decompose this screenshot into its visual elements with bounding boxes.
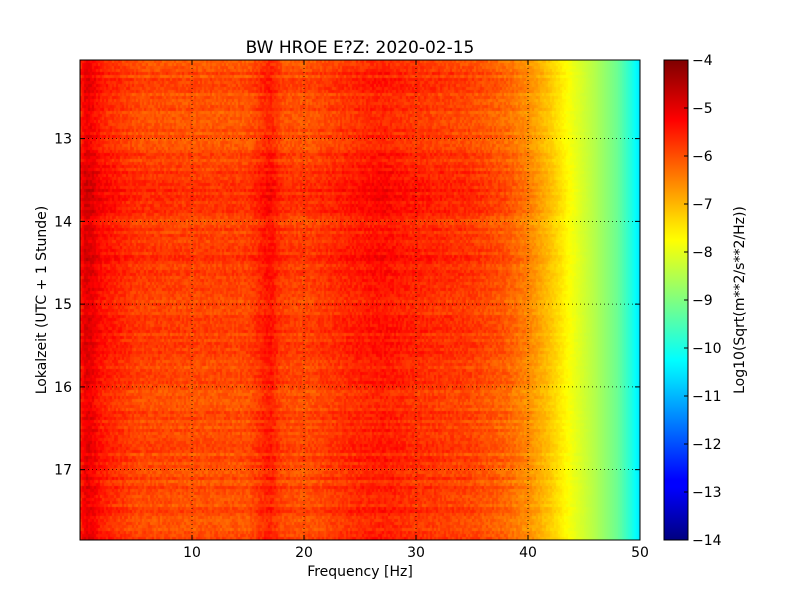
colorbar-tick-label: −6 [692, 149, 713, 165]
y-axis-label: Lokalzeit (UTC + 1 Stunde) [34, 206, 50, 395]
y-tick-label: 16 [54, 380, 72, 396]
colorbar: −4 −5 −6 −7 −8 −9 −10 −11 −12 −13 −14 Log10(Sqrt(m… [663, 53, 748, 549]
x-tick-label: 30 [407, 545, 425, 561]
x-tick-label: 50 [631, 545, 649, 561]
y-tick-label: 14 [54, 214, 72, 230]
colorbar-tick-label: −12 [692, 437, 722, 453]
colorbar-tick-label: −9 [692, 293, 713, 309]
plot-frame [79, 59, 641, 541]
x-tick-label: 40 [519, 545, 537, 561]
colorbar-tick-label: −10 [692, 341, 722, 357]
y-tick-label: 13 [54, 132, 72, 148]
spectrogram-heatmap [80, 60, 640, 540]
colorbar-tick-label: −8 [692, 245, 713, 261]
colorbar-tick-label: −13 [692, 485, 722, 501]
x-axis: 10 20 30 40 50 [183, 60, 649, 561]
x-tick-label: 10 [183, 545, 201, 561]
colorbar-tick-label: −5 [692, 101, 713, 117]
x-tick-label: 20 [295, 545, 313, 561]
colorbar-ticks: −4 −5 −6 −7 −8 −9 −10 −11 −12 −13 −14 [684, 53, 722, 549]
x-axis-label: Frequency [Hz] [307, 564, 413, 580]
colorbar-tick-label: −11 [692, 389, 722, 405]
chart-title: BW HROE E?Z: 2020-02-15 [246, 38, 475, 58]
colorbar-tick-label: −7 [692, 197, 713, 213]
y-axis: 13 14 15 16 17 [54, 132, 640, 479]
y-tick-label: 15 [54, 297, 72, 313]
grid-lines [80, 60, 640, 540]
spectrogram-plot-area: 10 20 30 40 50 13 14 15 16 17 [54, 59, 649, 561]
colorbar-tick-label: −14 [692, 533, 722, 549]
colorbar-label: Log10(Sqrt(m**2/s**2/Hz)) [732, 206, 748, 394]
colorbar-tick-label: −4 [692, 53, 713, 69]
y-tick-label: 17 [54, 463, 72, 479]
